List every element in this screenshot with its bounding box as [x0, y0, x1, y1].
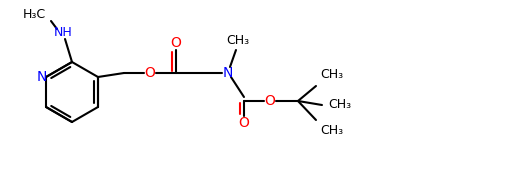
Text: N: N: [37, 70, 47, 84]
Text: H₃C: H₃C: [23, 7, 46, 20]
Text: NH: NH: [54, 27, 72, 40]
Text: O: O: [265, 94, 275, 108]
Text: N: N: [223, 66, 233, 80]
Text: O: O: [144, 66, 156, 80]
Text: CH₃: CH₃: [226, 33, 249, 46]
Text: O: O: [239, 116, 249, 130]
Text: CH₃: CH₃: [321, 124, 344, 137]
Text: O: O: [170, 36, 181, 50]
Text: CH₃: CH₃: [328, 98, 352, 111]
Text: CH₃: CH₃: [321, 69, 344, 82]
